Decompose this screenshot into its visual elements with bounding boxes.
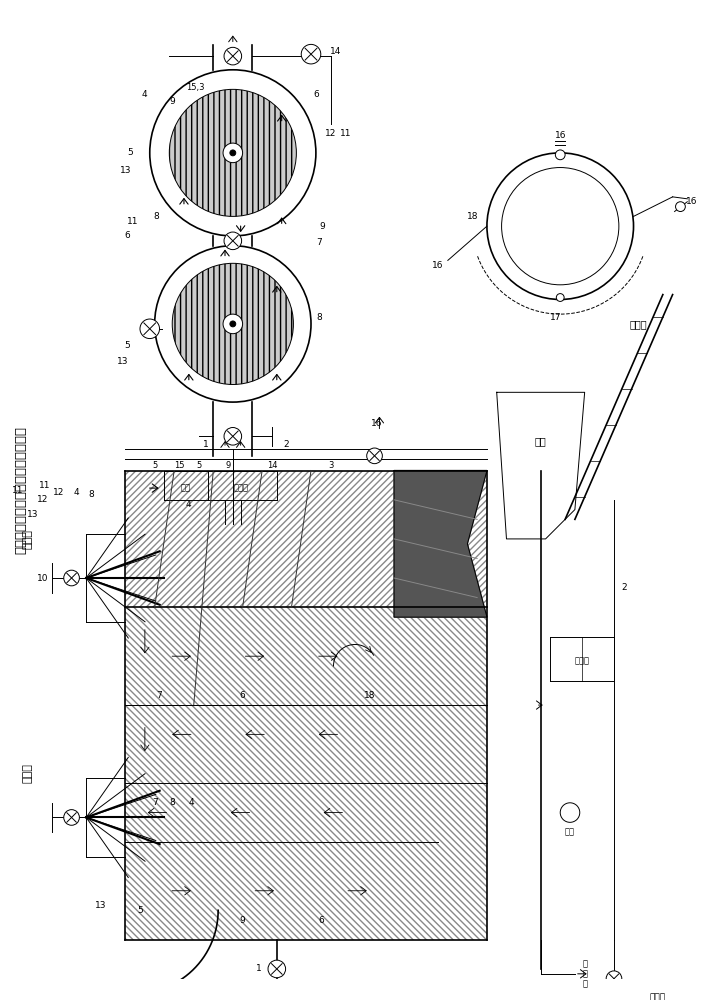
Circle shape <box>555 150 565 160</box>
Text: 进水口: 进水口 <box>650 994 666 1000</box>
Text: 8: 8 <box>154 212 160 221</box>
Text: 6: 6 <box>240 691 245 700</box>
Text: 7: 7 <box>157 691 162 700</box>
Circle shape <box>224 232 242 250</box>
Text: 料槽: 料槽 <box>535 436 547 446</box>
Text: 8: 8 <box>169 798 175 807</box>
Text: 4: 4 <box>189 798 194 807</box>
Text: 12: 12 <box>37 495 48 504</box>
Text: 9: 9 <box>240 916 245 925</box>
Text: 8: 8 <box>88 490 94 499</box>
Text: 8: 8 <box>316 313 322 322</box>
Text: 4: 4 <box>74 488 79 497</box>
Text: 7: 7 <box>316 238 322 247</box>
Text: 6: 6 <box>318 916 323 925</box>
Text: 16: 16 <box>371 419 382 428</box>
Text: 12: 12 <box>325 129 336 138</box>
Text: 高温锅: 高温锅 <box>23 529 33 549</box>
Text: 13: 13 <box>117 357 128 366</box>
Text: 16: 16 <box>432 261 444 270</box>
Circle shape <box>560 803 580 822</box>
Text: 7: 7 <box>152 798 157 807</box>
Text: 1: 1 <box>203 440 208 449</box>
Text: 3: 3 <box>328 461 333 470</box>
Circle shape <box>301 44 320 64</box>
Circle shape <box>676 202 686 212</box>
Text: 4: 4 <box>186 500 191 509</box>
Circle shape <box>606 971 622 987</box>
Circle shape <box>501 168 619 285</box>
Text: 15: 15 <box>174 461 184 470</box>
Circle shape <box>557 294 564 301</box>
Text: 9: 9 <box>320 222 325 231</box>
Text: 2: 2 <box>284 440 289 449</box>
Text: 5: 5 <box>196 461 201 470</box>
Text: 13: 13 <box>27 510 38 519</box>
Circle shape <box>172 263 294 384</box>
Text: 低温锅: 低温锅 <box>23 764 33 783</box>
Text: 浮选机: 浮选机 <box>574 657 589 666</box>
Circle shape <box>224 47 242 65</box>
Circle shape <box>367 448 382 464</box>
Text: 6: 6 <box>124 231 130 240</box>
Circle shape <box>268 960 286 978</box>
Text: 泵站: 泵站 <box>181 484 191 493</box>
Polygon shape <box>394 471 487 617</box>
Text: 4: 4 <box>142 90 147 99</box>
Text: 装料机: 装料机 <box>630 319 647 329</box>
Text: 5: 5 <box>137 906 143 915</box>
Text: 14: 14 <box>267 461 277 470</box>
Text: 12: 12 <box>53 488 65 497</box>
Text: 10: 10 <box>36 574 48 583</box>
Text: 15,3: 15,3 <box>186 83 205 92</box>
Bar <box>125 607 487 940</box>
Circle shape <box>169 89 296 216</box>
Circle shape <box>487 153 634 299</box>
Text: 17: 17 <box>549 313 561 322</box>
Text: 9: 9 <box>169 97 175 106</box>
Circle shape <box>64 570 79 586</box>
Circle shape <box>150 70 316 236</box>
Text: 9: 9 <box>225 461 230 470</box>
Text: 2: 2 <box>621 583 627 592</box>
Text: 11: 11 <box>340 129 351 138</box>
Text: 5: 5 <box>124 341 130 350</box>
Circle shape <box>230 321 236 327</box>
Circle shape <box>64 810 79 825</box>
Text: 18: 18 <box>364 691 375 700</box>
Bar <box>125 471 487 607</box>
Circle shape <box>224 428 242 445</box>
Text: 1: 1 <box>257 964 262 973</box>
Text: 13: 13 <box>120 166 131 175</box>
Circle shape <box>230 150 236 156</box>
Text: 高效率双区式双锅气液逆流交换机构: 高效率双区式双锅气液逆流交换机构 <box>14 426 27 554</box>
Text: 16: 16 <box>554 131 566 140</box>
Text: 11: 11 <box>128 217 139 226</box>
Circle shape <box>223 314 242 334</box>
Text: 13: 13 <box>95 901 106 910</box>
Text: 出
气
口: 出 气 口 <box>582 959 587 989</box>
Text: 5: 5 <box>152 461 157 470</box>
Text: 示波器: 示波器 <box>233 484 248 493</box>
Circle shape <box>155 246 311 402</box>
Circle shape <box>140 319 160 339</box>
Text: 11: 11 <box>12 486 23 495</box>
Text: 5: 5 <box>128 148 133 157</box>
Circle shape <box>223 143 242 163</box>
Text: 14: 14 <box>330 47 341 56</box>
Text: 16: 16 <box>686 197 698 206</box>
Text: 18: 18 <box>467 212 478 221</box>
Text: 6: 6 <box>313 90 319 99</box>
Text: 11: 11 <box>40 481 51 490</box>
Text: 水泵: 水泵 <box>565 828 575 837</box>
